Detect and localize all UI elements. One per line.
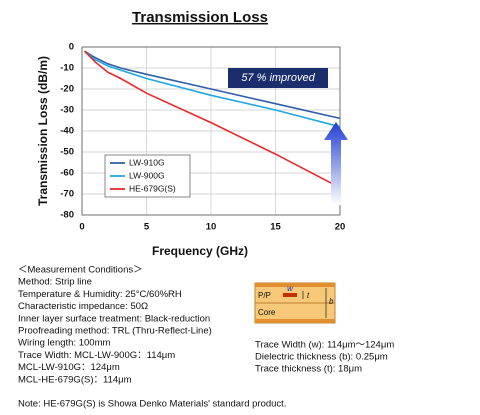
x-tick-label: 10 — [206, 222, 217, 233]
series-line — [84, 50, 341, 120]
legend-label: HE-679G(S) — [129, 183, 176, 193]
x-axis-label: Frequency (GHz) — [152, 244, 248, 258]
series-line — [84, 50, 341, 189]
y-tick-label: -50 — [60, 147, 74, 158]
condition-line: Proofreading method: TRL (Thru-Reflect-L… — [18, 326, 212, 337]
y-tick-label: -70 — [60, 189, 74, 200]
note: Note: HE-679G(S) is Showa Denko Material… — [18, 399, 286, 410]
condition-line: Characteristic impedance: 50Ω — [18, 301, 148, 312]
layer-label: Core — [258, 308, 276, 317]
copper-top — [255, 283, 335, 287]
x-tick-label: 20 — [335, 222, 346, 233]
symbol-label: b — [329, 297, 334, 306]
trace — [283, 293, 297, 297]
y-tick-label: -60 — [60, 168, 74, 179]
condition-line: ＜Measurement Conditions＞ — [18, 265, 143, 276]
condition-line: Method: Strip line — [18, 277, 92, 288]
condition-line: Trace Width: MCL-LW-900G：114μm — [18, 350, 175, 361]
condition-line: Temperature & Humidity: 25°C/60%RH — [18, 289, 182, 300]
conditions: ＜Measurement Conditions＞Method: Strip li… — [18, 265, 212, 386]
y-axis-label: Transmission Loss (dB/m) — [36, 56, 50, 206]
legend: LW-910G LW-900G HE-679G(S) — [104, 154, 191, 198]
spec-line: Trace Width (w): 114μm～124μm — [255, 340, 394, 351]
legend-label: LW-900G — [129, 170, 165, 180]
annotation-box — [228, 68, 328, 88]
x-tick-label: 15 — [270, 222, 281, 233]
cross-section-diagram: P/P Core w t b — [254, 282, 336, 324]
copper-bottom — [255, 319, 335, 323]
layer-label: P/P — [258, 291, 271, 300]
legend-label: LW-910G — [129, 157, 165, 167]
chart-title: Transmission Loss — [132, 9, 268, 26]
condition-line: Wiring length: 100mm — [18, 338, 110, 349]
y-tick-label: -30 — [60, 105, 74, 116]
y-tick-label: -20 — [60, 84, 74, 95]
y-tick-label: -80 — [60, 210, 74, 221]
improvement-arrow — [324, 122, 348, 205]
spec-line: Trace thickness (t): 18μm — [255, 364, 362, 375]
y-tick-label: -10 — [60, 63, 74, 74]
condition-line: MCL-LW-910G：124μm — [18, 362, 120, 373]
annotation: 57 % improved — [241, 72, 315, 84]
symbol-label: t — [307, 291, 310, 300]
symbol-label: w — [287, 284, 294, 293]
condition-line: Inner layer surface treatment: Black-red… — [18, 313, 210, 324]
x-tick-label: 0 — [79, 222, 84, 233]
spec-line: Dielectric thickness (b): 0.25μm — [255, 352, 388, 363]
y-tick-label: 0 — [69, 42, 74, 53]
x-tick-label: 5 — [144, 222, 150, 233]
condition-line: MCL-HE-679G(S)：114μm — [18, 374, 132, 385]
plot: 0 -10 -20 -30 -40 -50 -60 -70 -80 0 5 10 15 20 — [60, 42, 345, 233]
series-line — [84, 50, 341, 128]
y-tick-label: -40 — [60, 126, 74, 137]
